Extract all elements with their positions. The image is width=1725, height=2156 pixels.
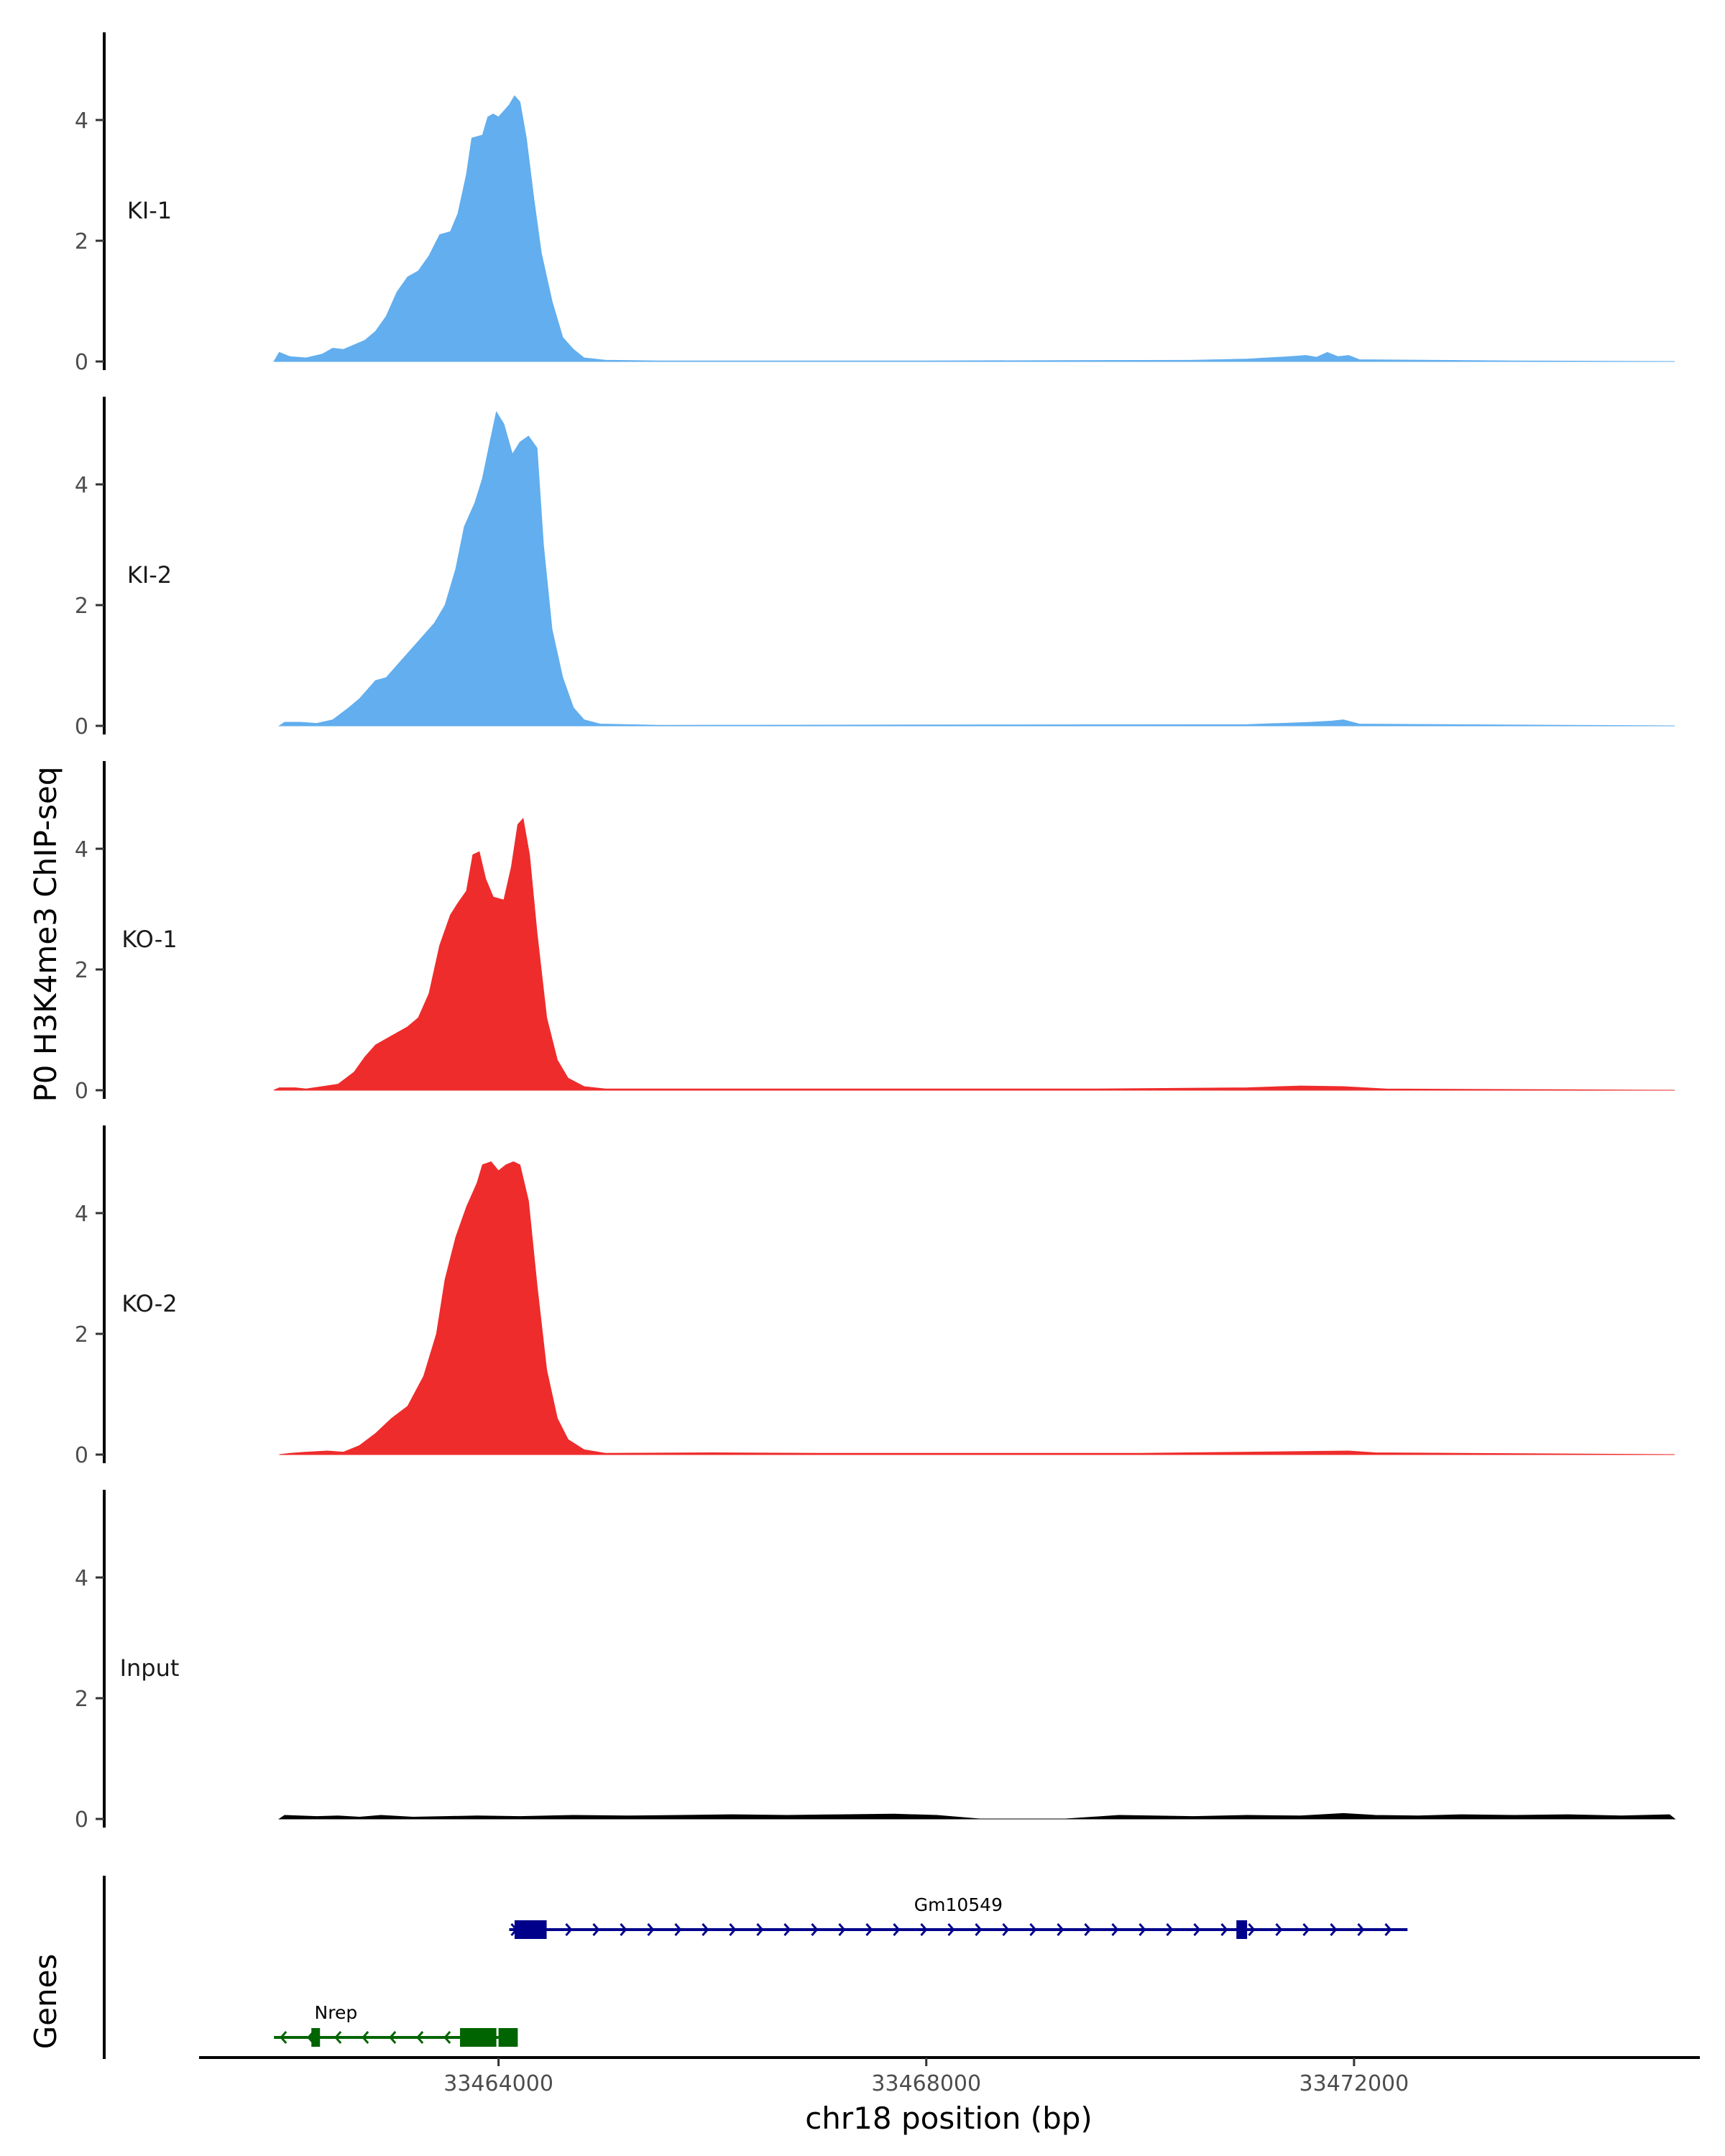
y-tick-label: 4 <box>75 1202 88 1227</box>
strand-arrow <box>565 1923 573 1936</box>
y-tick-label: 4 <box>75 109 88 134</box>
x-axis-title: chr18 position (bp) <box>805 2101 1092 2136</box>
strand-arrow <box>1138 1923 1146 1936</box>
track-label: KI-2 <box>127 561 172 589</box>
strand-arrow <box>1166 1923 1174 1936</box>
x-axis: 33464000 33468000 33472000 <box>199 2056 1700 2096</box>
strand-arrow <box>443 2031 451 2044</box>
gene-label: Gm10549 <box>914 1894 1003 1915</box>
strand-arrow <box>1275 1923 1283 1936</box>
y-tick-label: 2 <box>75 958 88 983</box>
strand-arrow <box>1111 1923 1119 1936</box>
strand-arrow <box>620 1923 627 1936</box>
strand-arrow <box>416 2031 424 2044</box>
x-tick-label: 33468000 <box>871 2071 981 2096</box>
strand-arrow <box>920 1923 928 1936</box>
y-tick-label: 0 <box>75 1443 88 1468</box>
strand-arrow <box>1193 1923 1201 1936</box>
gene-label: Nrep <box>315 2002 358 2023</box>
coverage-tracks: 0 2 4 KI-1 0 2 4 KI-2 0 2 4 KO-1 0 2 4 KO-2 0 2 4 Input <box>75 32 1676 1833</box>
coverage-area <box>277 410 1675 727</box>
gene-nrep: Nrep <box>274 2002 518 2047</box>
strand-arrow <box>1384 1923 1392 1936</box>
strand-arrow <box>647 1923 655 1936</box>
y-tick-label: 0 <box>75 714 88 740</box>
strand-arrow <box>811 1923 819 1936</box>
coverage-area <box>273 95 1675 362</box>
genes-track: Gm10549 Nrep <box>103 1876 1408 2059</box>
track-label: Input <box>120 1654 180 1682</box>
strand-arrow <box>1220 1923 1228 1936</box>
y-tick-label: 4 <box>75 473 88 498</box>
track-label: KO-1 <box>121 926 177 953</box>
track-ki-1: 0 2 4 KI-1 <box>75 32 1675 375</box>
strand-arrow <box>592 1923 600 1936</box>
coverage-area <box>279 1161 1675 1455</box>
y-tick-label: 2 <box>75 1687 88 1712</box>
strand-arrow <box>1248 1923 1256 1936</box>
strand-arrow <box>362 2031 369 2044</box>
gene-exon <box>498 2028 518 2047</box>
strand-arrow <box>1357 1923 1365 1936</box>
strand-arrow <box>1084 1923 1092 1936</box>
y-tick-label: 2 <box>75 1322 88 1348</box>
strand-arrow <box>783 1923 791 1936</box>
strand-arrow <box>1330 1923 1338 1936</box>
x-tick-label: 33464000 <box>443 2071 553 2096</box>
strand-arrow <box>729 1923 737 1936</box>
strand-arrow <box>756 1923 764 1936</box>
track-input: 0 2 4 Input <box>75 1490 1676 1833</box>
strand-arrow <box>280 2031 288 2044</box>
y-tick-label: 0 <box>75 1807 88 1833</box>
coverage-area <box>273 817 1675 1091</box>
coverage-area <box>277 1812 1676 1820</box>
strand-arrow <box>1057 1923 1064 1936</box>
strand-arrow <box>1002 1923 1010 1936</box>
genes-track-title: Genes <box>28 1954 63 2050</box>
strand-arrow <box>947 1923 955 1936</box>
y-tick-label: 4 <box>75 1566 88 1591</box>
gene-exon <box>1236 1920 1248 1939</box>
strand-arrow <box>674 1923 682 1936</box>
y-tick-label: 2 <box>75 229 88 254</box>
track-ko-1: 0 2 4 KO-1 <box>75 761 1675 1104</box>
strand-arrow <box>389 2031 397 2044</box>
y-tick-label: 4 <box>75 837 88 862</box>
gene-gm10549: Gm10549 <box>509 1894 1408 1939</box>
y-tick-label: 0 <box>75 350 88 375</box>
track-ko-2: 0 2 4 KO-2 <box>75 1125 1675 1468</box>
gene-exon <box>311 2028 321 2047</box>
y-tick-label: 2 <box>75 594 88 619</box>
strand-arrow <box>893 1923 901 1936</box>
strand-arrow <box>975 1923 983 1936</box>
track-label: KI-1 <box>127 197 172 224</box>
track-ki-2: 0 2 4 KI-2 <box>75 397 1675 740</box>
strand-arrow <box>1302 1923 1310 1936</box>
strand-arrow <box>865 1923 873 1936</box>
strand-arrow <box>334 2031 342 2044</box>
gene-exon <box>514 1920 547 1939</box>
strand-arrow <box>1029 1923 1037 1936</box>
strand-arrow <box>702 1923 709 1936</box>
gene-exon <box>460 2028 497 2047</box>
x-tick-label: 33472000 <box>1300 2071 1409 2096</box>
y-axis-title: P0 H3K4me3 ChIP-seq <box>28 766 63 1102</box>
y-tick-label: 0 <box>75 1079 88 1104</box>
strand-arrow <box>838 1923 846 1936</box>
track-label: KO-2 <box>121 1290 177 1317</box>
